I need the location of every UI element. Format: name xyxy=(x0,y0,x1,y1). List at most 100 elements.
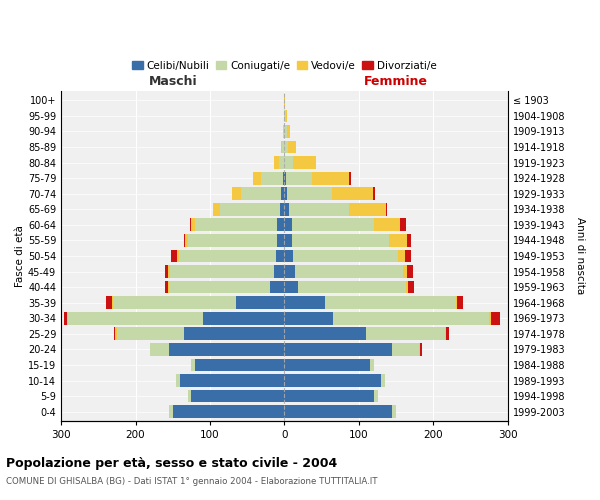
Bar xyxy=(275,250,284,262)
Bar xyxy=(284,94,285,106)
Y-axis label: Fasce di età: Fasce di età xyxy=(15,225,25,287)
Bar xyxy=(260,172,283,184)
Bar xyxy=(367,328,445,340)
Bar xyxy=(398,250,405,262)
Bar xyxy=(188,234,277,247)
Bar xyxy=(386,203,387,215)
Bar xyxy=(298,280,406,293)
Bar xyxy=(457,296,463,309)
Bar xyxy=(176,374,180,387)
Bar xyxy=(274,156,278,169)
Bar xyxy=(349,172,351,184)
Bar xyxy=(284,110,286,122)
Bar xyxy=(283,125,284,138)
Bar xyxy=(407,234,411,247)
Bar xyxy=(491,312,500,324)
Bar xyxy=(284,203,289,215)
Bar xyxy=(332,188,373,200)
Bar xyxy=(408,280,414,293)
Bar xyxy=(281,140,282,153)
Bar xyxy=(403,265,407,278)
Bar xyxy=(400,218,406,231)
Bar xyxy=(277,234,284,247)
Bar xyxy=(169,406,173,418)
Bar xyxy=(67,312,68,324)
Bar xyxy=(185,234,188,247)
Bar xyxy=(373,188,374,200)
Bar xyxy=(151,343,169,356)
Bar xyxy=(284,343,392,356)
Bar xyxy=(284,280,298,293)
Bar xyxy=(292,218,374,231)
Bar xyxy=(445,328,446,340)
Bar xyxy=(284,328,367,340)
Bar xyxy=(283,172,284,184)
Bar xyxy=(284,265,295,278)
Bar xyxy=(180,374,284,387)
Bar xyxy=(392,343,419,356)
Text: COMUNE DI GHISALBA (BG) - Dati ISTAT 1° gennaio 2004 - Elaborazione TUTTITALIA.I: COMUNE DI GHISALBA (BG) - Dati ISTAT 1° … xyxy=(6,478,377,486)
Bar xyxy=(277,218,284,231)
Bar xyxy=(287,188,332,200)
Bar xyxy=(184,234,185,247)
Bar xyxy=(173,406,284,418)
Bar xyxy=(68,312,203,324)
Bar xyxy=(195,218,277,231)
Bar xyxy=(164,265,168,278)
Bar xyxy=(191,390,284,402)
Bar xyxy=(284,188,287,200)
Bar xyxy=(169,343,284,356)
Bar xyxy=(349,203,386,215)
Bar xyxy=(203,312,284,324)
Bar xyxy=(284,390,374,402)
Bar xyxy=(167,280,169,293)
Bar xyxy=(281,188,284,200)
Bar xyxy=(220,203,280,215)
Bar xyxy=(374,390,377,402)
Bar xyxy=(253,172,260,184)
Bar xyxy=(456,296,457,309)
Bar xyxy=(169,280,269,293)
Bar xyxy=(115,328,117,340)
Bar xyxy=(190,218,191,231)
Bar xyxy=(284,234,292,247)
Bar xyxy=(177,250,179,262)
Bar xyxy=(171,250,177,262)
Bar xyxy=(295,265,403,278)
Bar xyxy=(293,156,316,169)
Text: Femmine: Femmine xyxy=(364,75,428,88)
Bar xyxy=(117,328,184,340)
Bar xyxy=(241,188,281,200)
Bar xyxy=(490,312,491,324)
Text: Maschi: Maschi xyxy=(148,75,197,88)
Bar xyxy=(284,156,293,169)
Bar xyxy=(286,172,312,184)
Bar xyxy=(179,250,275,262)
Bar xyxy=(292,234,389,247)
Bar xyxy=(382,374,385,387)
Bar xyxy=(406,280,408,293)
Bar xyxy=(284,125,287,138)
Bar xyxy=(191,358,195,372)
Bar xyxy=(64,312,67,324)
Bar xyxy=(112,296,113,309)
Legend: Celibi/Nubili, Coniugati/e, Vedovi/e, Divorziati/e: Celibi/Nubili, Coniugati/e, Vedovi/e, Di… xyxy=(128,56,441,75)
Bar xyxy=(325,296,456,309)
Text: Popolazione per età, sesso e stato civile - 2004: Popolazione per età, sesso e stato civil… xyxy=(6,458,337,470)
Bar xyxy=(195,358,284,372)
Bar xyxy=(106,296,112,309)
Bar xyxy=(113,296,236,309)
Bar xyxy=(168,265,170,278)
Bar xyxy=(236,296,284,309)
Bar xyxy=(184,328,284,340)
Bar xyxy=(284,218,292,231)
Bar xyxy=(165,280,167,293)
Bar xyxy=(191,218,195,231)
Y-axis label: Anni di nascita: Anni di nascita xyxy=(575,218,585,294)
Bar xyxy=(284,312,333,324)
Bar xyxy=(280,203,284,215)
Bar xyxy=(269,280,284,293)
Bar xyxy=(284,140,288,153)
Bar xyxy=(293,250,398,262)
Bar xyxy=(188,390,191,402)
